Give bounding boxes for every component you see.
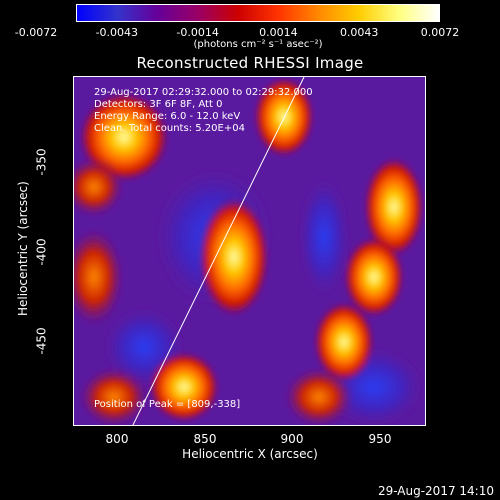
colorbar-unit-label: (photons cm⁻² s⁻¹ asec⁻²)	[193, 39, 323, 50]
info-time-range: 29-Aug-2017 02:29:32.000 to 02:29:32.000	[94, 87, 313, 98]
colorbar-tick-label: 0.0072	[420, 26, 460, 39]
info-counts: Clean. Total counts: 5.20E+04	[94, 123, 245, 134]
x-tick: 800	[105, 432, 129, 446]
rhessi-image-plot: 29-Aug-2017 02:29:32.000 to 02:29:32.000…	[73, 76, 426, 426]
y-tick: -350	[34, 148, 49, 176]
solar-limb-line	[132, 77, 305, 425]
footer-timestamp: 29-Aug-2017 14:10	[377, 484, 494, 498]
x-tick: 950	[368, 432, 392, 446]
image-title: Reconstructed RHESSI Image	[136, 54, 364, 72]
info-detectors: Detectors: 3F 6F 8F, Att 0	[94, 99, 223, 110]
colorbar-tick-label: -0.0014	[176, 26, 219, 39]
peak-position-text: Position of Peak = [809,-338]	[94, 399, 241, 410]
rhessi-heatmap	[74, 77, 425, 425]
y-axis-label: Heliocentric Y (arcsec)	[16, 181, 30, 316]
colorbar	[76, 4, 440, 22]
colorbar-tick-label: -0.0043	[95, 26, 139, 39]
colorbar-tick-label: 0.0043	[339, 26, 379, 39]
x-axis-label: Heliocentric X (arcsec)	[182, 447, 318, 461]
y-tick: -400	[34, 238, 49, 266]
colorbar-tick-label: -0.0072	[14, 26, 58, 39]
x-tick: 850	[193, 432, 217, 446]
info-energy-range: Energy Range: 6.0 - 12.0 keV	[94, 111, 241, 122]
colorbar-tick-label: 0.0014	[259, 26, 298, 39]
y-tick: -450	[34, 327, 49, 355]
x-tick: 900	[280, 432, 304, 446]
